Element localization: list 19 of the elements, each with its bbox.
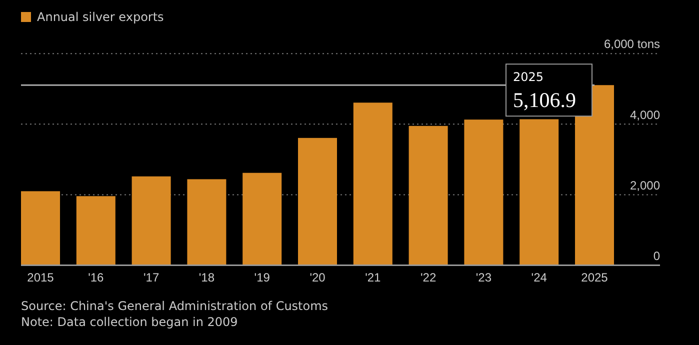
text: Note: Data collection began in 2009: [21, 315, 238, 329]
legend-label: Annual silver exports: [37, 10, 164, 24]
source-note: Source: China's General Administration of Customs: [21, 299, 328, 313]
y-tick-label: 2,000: [630, 178, 660, 192]
x-tick-label: '21: [365, 270, 382, 284]
y-tick-label: 4,000: [630, 108, 660, 122]
x-tick-label: 2015: [27, 270, 54, 284]
x-tick-label: '24: [531, 270, 548, 284]
annotation: 2025 5,106.9: [513, 70, 576, 112]
x-tick-label: 2025: [581, 270, 608, 284]
x-tick-label: '20: [310, 270, 326, 284]
x-tick-label: '22: [420, 270, 436, 284]
x-tick-label: '23: [476, 270, 492, 284]
y-tick-label: 0: [653, 248, 660, 263]
x-tick-label: '16: [88, 270, 104, 284]
x-tick-label: '19: [254, 270, 270, 284]
x-tick-label: '17: [143, 270, 160, 284]
y-tick-label: 6,000 tons: [604, 37, 660, 52]
x-tick-label: '18: [198, 270, 215, 284]
